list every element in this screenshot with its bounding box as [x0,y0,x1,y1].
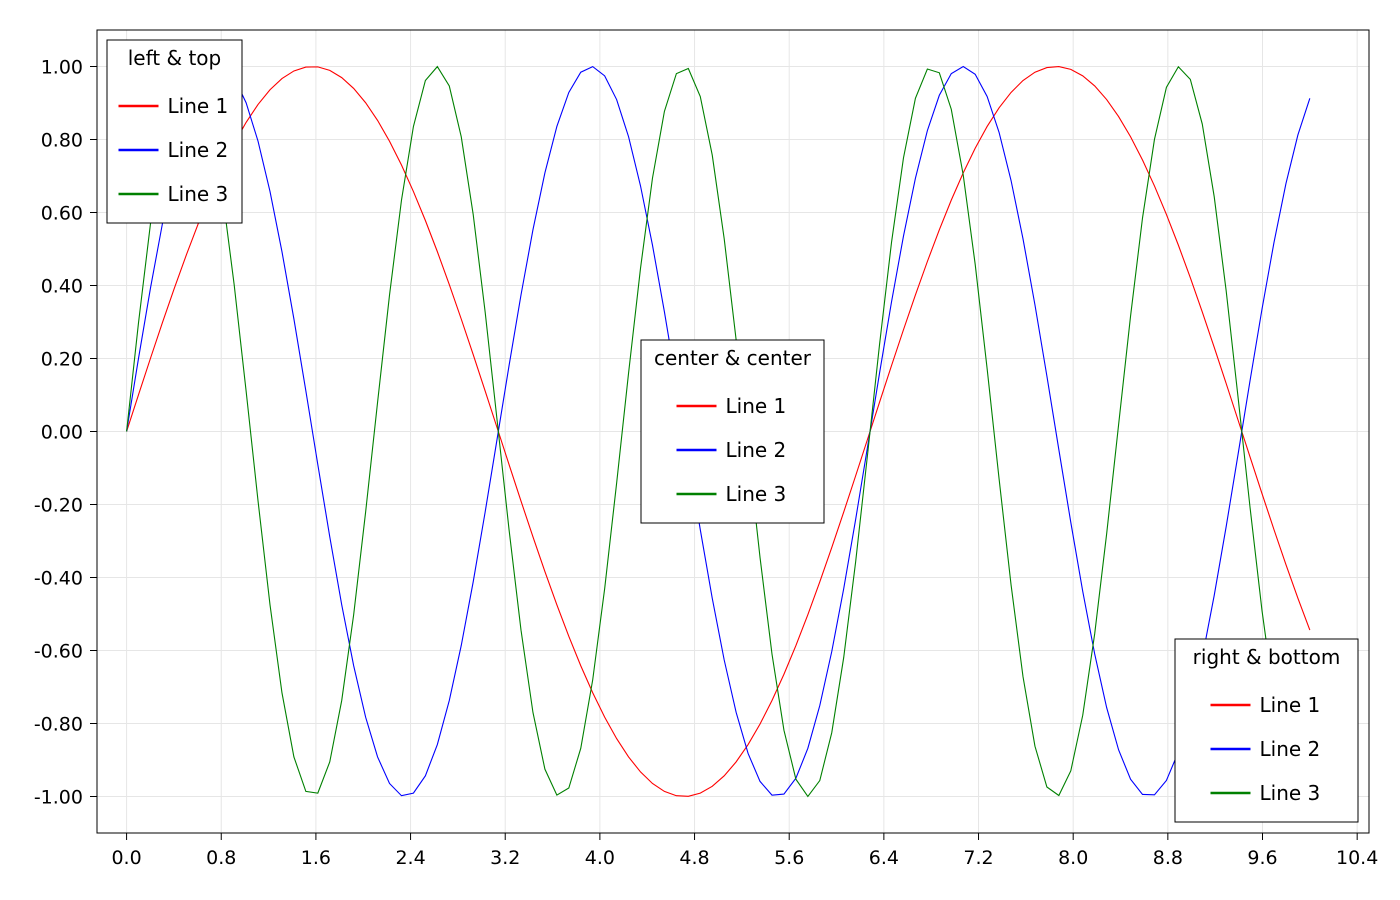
y-tick-label: 0.60 [41,203,83,225]
x-tick-label: 9.6 [1247,847,1277,869]
x-tick-label: 4.8 [679,847,709,869]
x-tick-label: 0.8 [206,847,236,869]
y-tick-label: -0.80 [34,714,83,736]
legend-label: Line 3 [168,182,229,206]
series-line-3 [126,65,1310,798]
legend-box [640,339,825,524]
x-tick-label: 4.0 [585,847,615,869]
axes: 0.0 0.8 1.6 2.4 3.2 4.0 4.8 5.6 6.4 7.2 8.0 8.8 9.6 1… [34,57,1378,870]
legend-box [1174,638,1359,823]
legend-label: Line 1 [726,394,787,418]
legend-label: Line 2 [726,438,787,462]
y-tick-label: 1.00 [41,57,83,79]
y-tick-label: 0.40 [41,276,83,298]
x-tick-label: 3.2 [490,847,520,869]
y-tick-label: -0.60 [34,641,83,663]
y-tick-label: -0.20 [34,495,83,517]
series-line-1 [126,66,1311,797]
y-tick-label: -1.00 [34,787,83,809]
legend-label: Line 2 [1260,737,1321,761]
legend-title: center & center [654,346,812,370]
legend-right-bottom: right & bottom Line 1 Line 2 Line 3 [1174,638,1359,823]
x-tick-label: 8.0 [1058,847,1088,869]
y-tick-label: -0.40 [34,568,83,590]
x-tick-label: 10.4 [1336,847,1378,869]
x-tick-label: 2.4 [395,847,425,869]
legend-left-top: left & top Line 1 Line 2 Line 3 [106,39,243,224]
y-tick-label: 0.20 [41,349,83,371]
legend-label: Line 2 [168,138,229,162]
legend-label: Line 3 [1260,781,1321,805]
y-tick-label: 0.00 [41,422,83,444]
x-tick-label: 0.0 [111,847,141,869]
legend-title: right & bottom [1193,645,1341,669]
legend-label: Line 1 [1260,693,1321,717]
y-tick-label: 0.80 [41,130,83,152]
series-line-2 [126,65,1311,797]
legend-label: Line 1 [168,94,229,118]
x-tick-label: 8.8 [1153,847,1183,869]
legend-title: left & top [128,46,221,70]
grid [97,30,1369,833]
x-tick-label: 1.6 [301,847,331,869]
legend-label: Line 3 [726,482,787,506]
x-tick-label: 7.2 [963,847,993,869]
x-tick-label: 6.4 [869,847,899,869]
x-tick-label: 5.6 [774,847,804,869]
legend-center-center: center & center Line 1 Line 2 Line 3 [640,339,825,524]
series-group [126,65,1311,798]
legend-box [106,39,243,224]
